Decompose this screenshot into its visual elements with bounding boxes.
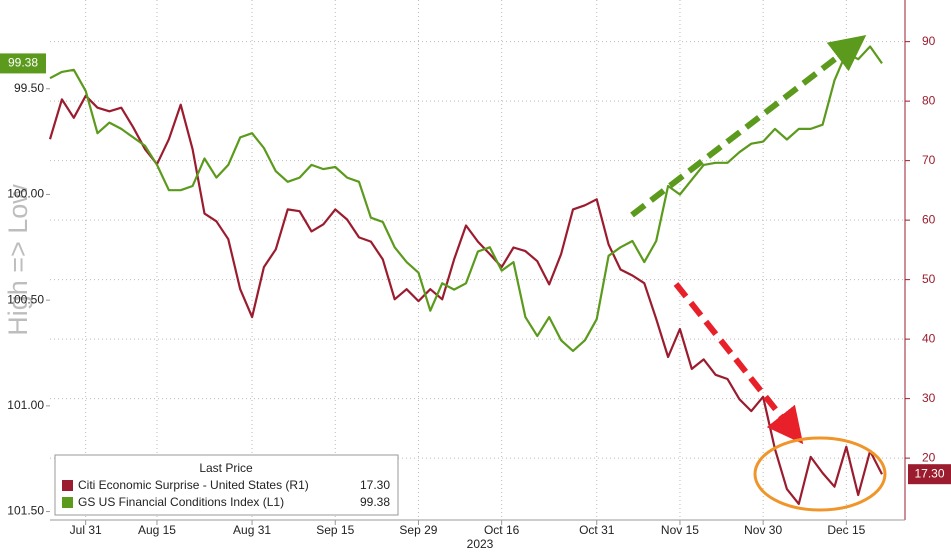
plot <box>46 0 910 525</box>
y2-tick-label: 90 <box>922 34 936 48</box>
legend-swatch <box>62 497 73 508</box>
x-axis-label: 2023 <box>467 537 494 551</box>
legend-box <box>54 454 399 516</box>
x-tick-label: Sep 15 <box>316 523 354 537</box>
x-tick-label: Oct 31 <box>579 523 615 537</box>
y2-tick-label: 20 <box>922 450 936 464</box>
y-tick-label: 100.50 <box>7 292 44 306</box>
series-line <box>49 45 883 352</box>
y-tick-label: 100.00 <box>7 187 44 201</box>
x-tick-label: Nov 15 <box>661 523 699 537</box>
x-tick-label: Nov 30 <box>744 523 782 537</box>
red-arrow <box>673 282 804 445</box>
last-price-label: 17.30 <box>914 466 944 480</box>
y2-tick-label: 40 <box>922 331 936 345</box>
legend: Citi Economic Surprise - United States (… <box>62 478 390 509</box>
highlight-ellipse <box>753 436 887 512</box>
x-tick-label: Aug 31 <box>233 523 271 537</box>
legend-swatch <box>62 480 73 491</box>
green-arrow <box>630 35 867 218</box>
series-line <box>48 94 883 505</box>
y-tick-label: 101.50 <box>7 504 44 518</box>
y-tick-label: 99.50 <box>14 81 44 95</box>
legend-value: 17.30 <box>360 478 390 492</box>
legend-label: GS US Financial Conditions Index (L1) <box>78 495 284 509</box>
x-tick-label: Sep 29 <box>399 523 437 537</box>
x-tick-label: Jul 31 <box>70 523 102 537</box>
y-tick-label: 101.00 <box>7 398 44 412</box>
x-tick-label: Oct 16 <box>484 523 520 537</box>
y-axis-label: High => Low <box>3 184 33 336</box>
last-price-tag <box>0 53 46 74</box>
x-tick-label: Aug 15 <box>138 523 176 537</box>
y2-tick-label: 30 <box>922 391 936 405</box>
last-price-tag <box>908 464 951 485</box>
legend-value: 99.38 <box>360 495 390 509</box>
y2-tick-label: 70 <box>922 153 936 167</box>
y2-tick-label: 50 <box>922 272 936 286</box>
x-tick-label: Dec 15 <box>827 523 865 537</box>
y2-tick-label: 80 <box>922 93 936 107</box>
legend-label: Citi Economic Surprise - United States (… <box>78 478 309 492</box>
y2-tick-label: 60 <box>922 212 936 226</box>
legend-title: Last Price <box>199 461 253 475</box>
last-price-label: 99.38 <box>8 56 38 70</box>
